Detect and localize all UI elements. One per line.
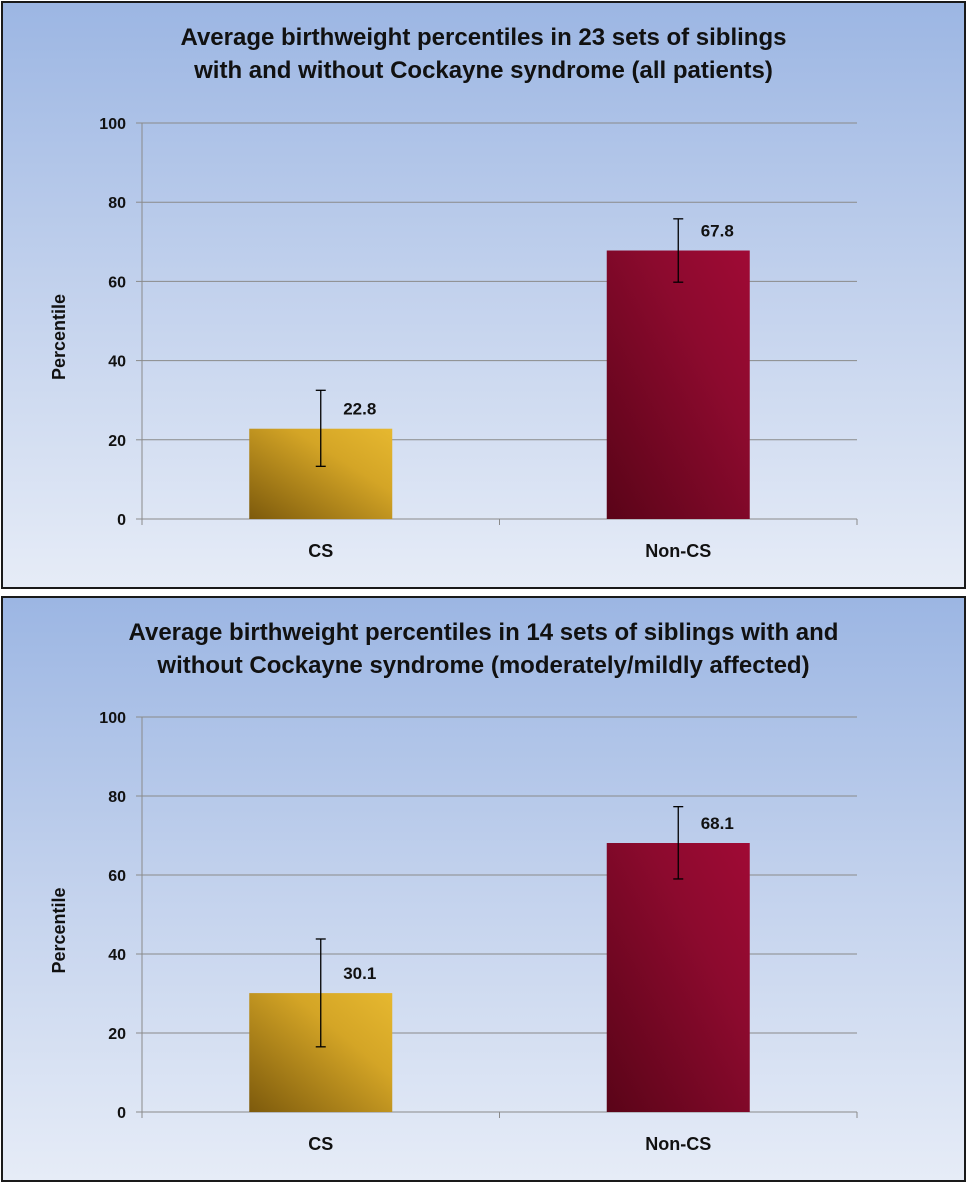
data-label: 68.1 [701, 814, 734, 833]
bar-chart-all-patients: 0 20 40 60 80 100 Percentile 22.8 CS 67.8 Non-CS [49, 116, 858, 561]
chart-title: Average birthweight percentiles in 14 se… [128, 619, 839, 679]
bar-non-cs [606, 843, 750, 1112]
x-category-label: CS [308, 1134, 333, 1154]
chart-panel-all-patients: Average birthweight percentiles in 23 se… [1, 1, 966, 589]
y-tick-label: 20 [108, 433, 126, 450]
x-category-label: Non-CS [645, 1134, 711, 1154]
x-category-label: Non-CS [645, 541, 711, 561]
bar-non-cs [606, 250, 750, 519]
data-label: 67.8 [701, 222, 734, 241]
y-axis-label: Percentile [49, 294, 69, 380]
chart-panel-moderately-mildly-affected: Average birthweight percentiles in 14 se… [1, 596, 966, 1182]
y-tick-label: 20 [108, 1026, 126, 1043]
data-label: 30.1 [343, 964, 376, 983]
y-axis-label: Percentile [49, 887, 69, 973]
y-tick-label: 80 [108, 195, 126, 212]
y-tick-label: 0 [117, 1105, 126, 1122]
y-tick-label: 100 [99, 116, 126, 133]
y-tick-label: 60 [108, 868, 126, 885]
bar-chart-moderately-mildly-affected: 0 20 40 60 80 100 Percentile 30.1 CS 68.1 Non-CS [49, 710, 858, 1154]
y-tick-label: 100 [99, 710, 126, 727]
chart-title: Average birthweight percentiles in 23 se… [180, 24, 787, 84]
data-label: 22.8 [343, 400, 376, 419]
x-category-label: CS [308, 541, 333, 561]
y-tick-label: 80 [108, 789, 126, 806]
y-tick-label: 60 [108, 274, 126, 291]
y-tick-label: 0 [117, 512, 126, 529]
y-tick-label: 40 [108, 354, 126, 371]
y-tick-label: 40 [108, 947, 126, 964]
